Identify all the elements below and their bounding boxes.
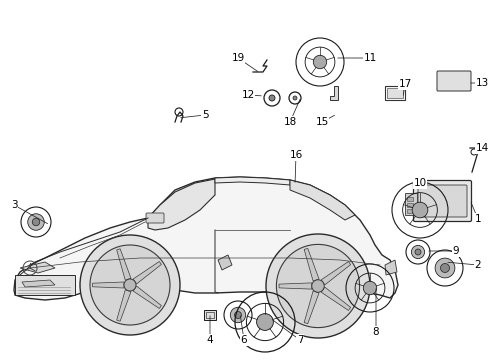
FancyBboxPatch shape <box>437 71 471 91</box>
Polygon shape <box>14 177 398 300</box>
Text: 11: 11 <box>364 53 377 63</box>
Text: 4: 4 <box>207 335 213 345</box>
Text: 7: 7 <box>296 335 303 345</box>
Circle shape <box>90 245 170 325</box>
Text: 5: 5 <box>202 110 208 120</box>
Circle shape <box>32 218 40 226</box>
Text: 10: 10 <box>414 178 427 188</box>
FancyBboxPatch shape <box>146 213 164 223</box>
Circle shape <box>80 235 180 335</box>
Circle shape <box>412 202 428 218</box>
Polygon shape <box>290 180 355 220</box>
Polygon shape <box>279 283 312 289</box>
Polygon shape <box>20 262 55 273</box>
Polygon shape <box>330 86 338 100</box>
Text: 16: 16 <box>290 150 303 160</box>
Polygon shape <box>117 290 131 321</box>
Circle shape <box>276 244 360 328</box>
Bar <box>204 310 216 320</box>
Polygon shape <box>148 179 215 230</box>
Circle shape <box>441 264 449 273</box>
Bar <box>407 203 413 207</box>
Circle shape <box>257 314 273 330</box>
Text: 8: 8 <box>373 327 379 337</box>
Circle shape <box>312 280 324 292</box>
Text: 18: 18 <box>283 117 296 127</box>
Circle shape <box>235 311 242 319</box>
Text: 19: 19 <box>231 53 245 63</box>
Bar <box>387 88 403 98</box>
Polygon shape <box>93 282 124 288</box>
Text: 3: 3 <box>11 200 17 210</box>
Polygon shape <box>133 261 161 284</box>
Text: 1: 1 <box>475 214 481 224</box>
Polygon shape <box>218 255 232 270</box>
Polygon shape <box>22 280 55 287</box>
Text: 2: 2 <box>475 260 481 270</box>
Circle shape <box>269 95 275 101</box>
Bar <box>407 209 413 213</box>
Text: 14: 14 <box>475 143 489 153</box>
Text: 17: 17 <box>398 79 412 89</box>
Polygon shape <box>117 249 131 280</box>
Bar <box>15 275 75 295</box>
Text: 12: 12 <box>242 90 255 100</box>
Bar <box>405 193 417 215</box>
Circle shape <box>293 96 297 100</box>
Circle shape <box>28 214 44 230</box>
Text: 15: 15 <box>316 117 329 127</box>
Bar <box>407 197 413 201</box>
Polygon shape <box>321 262 351 285</box>
Polygon shape <box>304 248 319 281</box>
Text: 9: 9 <box>453 246 459 256</box>
Polygon shape <box>133 286 161 309</box>
FancyBboxPatch shape <box>418 185 467 217</box>
Bar <box>206 312 214 318</box>
Circle shape <box>435 258 455 278</box>
Text: 6: 6 <box>241 335 247 345</box>
Polygon shape <box>385 260 397 275</box>
Polygon shape <box>304 291 319 324</box>
Polygon shape <box>321 287 351 310</box>
Text: 13: 13 <box>475 78 489 88</box>
Circle shape <box>412 246 425 258</box>
Circle shape <box>363 281 377 295</box>
Circle shape <box>124 279 136 291</box>
Circle shape <box>266 234 370 338</box>
FancyBboxPatch shape <box>414 180 471 221</box>
Bar <box>385 86 405 100</box>
Circle shape <box>415 249 421 255</box>
Circle shape <box>313 55 327 69</box>
Circle shape <box>230 307 245 323</box>
Polygon shape <box>215 177 290 185</box>
